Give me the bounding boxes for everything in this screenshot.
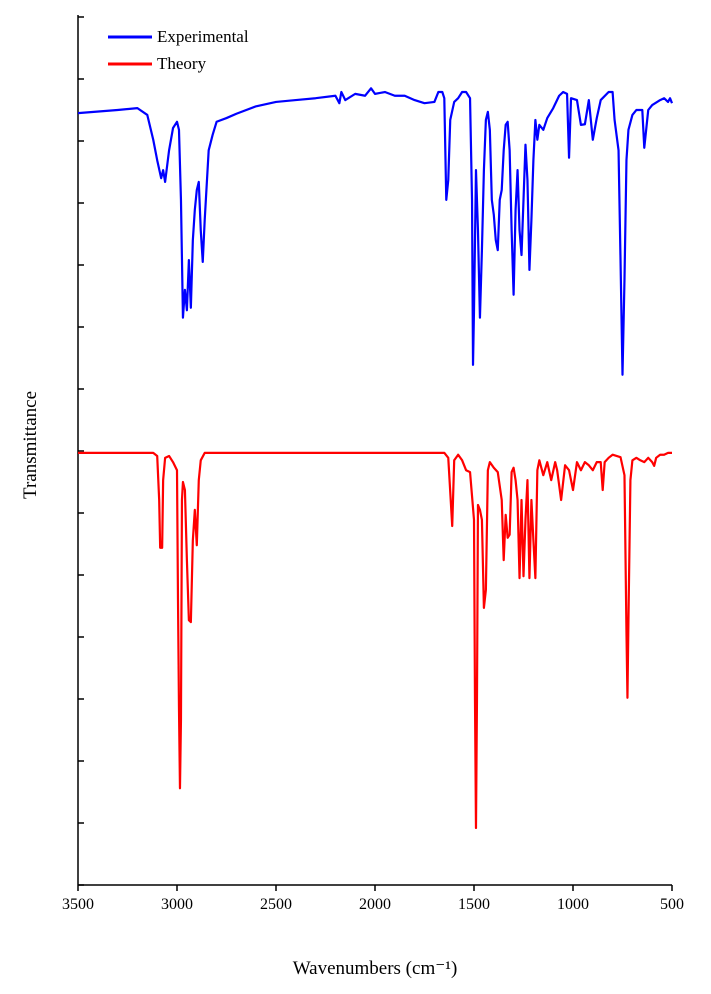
x-tick-label: 500 — [660, 896, 684, 913]
x-tick-label: 2000 — [359, 896, 391, 913]
spectrum-line — [78, 451, 672, 830]
legend-label: Experimental — [157, 27, 249, 46]
x-tick-label: 2500 — [260, 896, 292, 913]
y-axis-label: Transmittance — [20, 391, 41, 499]
spectrum-line — [77, 87, 674, 376]
x-tick-label: 3000 — [161, 896, 193, 913]
legend-label: Theory — [157, 54, 207, 73]
x-tick-label: 3500 — [62, 896, 94, 913]
x-tick-label: 1000 — [557, 896, 589, 913]
x-axis-label: Wavenumbers (cm⁻¹) — [293, 958, 458, 979]
x-tick-label: 1500 — [458, 896, 490, 913]
